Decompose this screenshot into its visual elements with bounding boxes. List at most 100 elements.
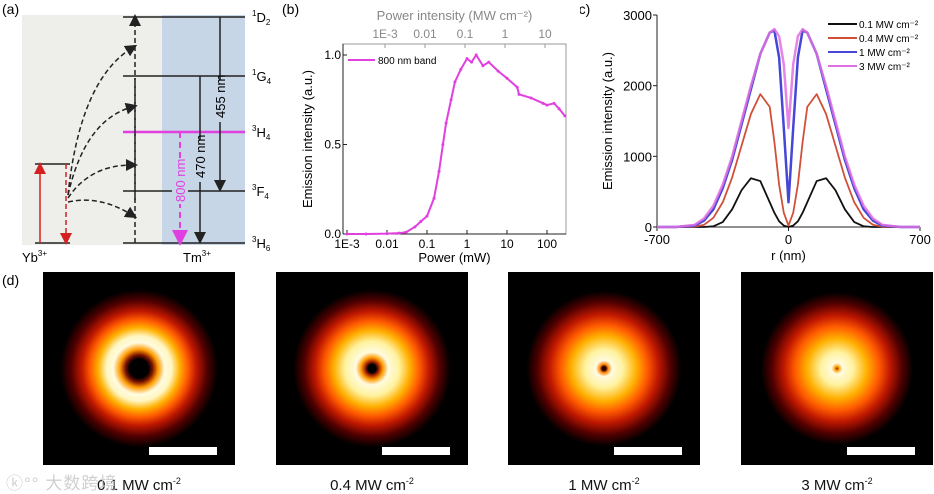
x-axis-label: r (nm) bbox=[771, 248, 806, 263]
level-sub: 4 bbox=[267, 77, 272, 86]
level-sup: 3 bbox=[252, 235, 257, 244]
data-point bbox=[470, 60, 474, 64]
level-label: 3H4 bbox=[252, 124, 271, 142]
panel-label-a: (a) bbox=[2, 1, 19, 17]
data-point bbox=[557, 107, 561, 111]
y-tick-label: 1.0 bbox=[324, 48, 341, 62]
power-dependence-chart: (b) 1E-3 0.01 0.1 1 10 100 1E-3 0.01 0.1 1 10 0.0 0.5… bbox=[282, 1, 567, 265]
legend-label: 3 MW cm⁻² bbox=[859, 62, 910, 73]
y-tick-label: 0.5 bbox=[324, 138, 341, 152]
ion-label-tm: Tm3+ bbox=[183, 249, 211, 265]
scale-bar bbox=[847, 447, 915, 455]
sted-image-0.1 bbox=[43, 272, 235, 465]
series-line-800nm bbox=[347, 53, 566, 235]
data-point bbox=[545, 103, 549, 107]
data-point bbox=[517, 92, 521, 96]
sted-image-3 bbox=[741, 272, 933, 465]
data-point bbox=[496, 69, 500, 73]
x2-tick-label: 1 bbox=[502, 27, 509, 41]
data-point bbox=[364, 232, 368, 236]
data-point bbox=[404, 230, 408, 234]
level-sub: 4 bbox=[266, 133, 271, 142]
data-point bbox=[345, 232, 349, 236]
scale-bar bbox=[614, 447, 682, 455]
legend-label: 1 MW cm⁻² bbox=[859, 48, 910, 59]
level-label: 1D2 bbox=[252, 9, 271, 27]
tm-background bbox=[162, 15, 245, 245]
y-tick-label: 1000 bbox=[623, 149, 652, 164]
legend-label: 0.1 MW cm⁻² bbox=[859, 20, 919, 31]
level-main: F bbox=[256, 184, 264, 199]
panel-label-c: (c) bbox=[580, 1, 590, 17]
data-point bbox=[481, 64, 485, 68]
plot-frame bbox=[342, 43, 567, 235]
y-tick-label: 2000 bbox=[623, 79, 652, 94]
ion-label-yb: Yb3+ bbox=[22, 249, 47, 265]
data-point bbox=[541, 101, 545, 105]
level-sub: 2 bbox=[266, 18, 271, 27]
level-sup: 1 bbox=[252, 68, 257, 77]
legend-label: 800 nm band bbox=[378, 56, 436, 67]
series-line-1 bbox=[657, 93, 920, 228]
label-455nm: 455 nm bbox=[213, 75, 228, 118]
data-point bbox=[397, 231, 401, 235]
level-sup: 3 bbox=[252, 183, 257, 192]
level-sub: 4 bbox=[264, 192, 269, 201]
level-main: D bbox=[256, 10, 265, 25]
data-point bbox=[505, 76, 509, 80]
energy-transfer-arrows bbox=[67, 14, 141, 243]
data-point bbox=[385, 232, 389, 236]
data-point bbox=[449, 98, 453, 102]
data-point bbox=[425, 214, 429, 218]
series-line-2 bbox=[657, 29, 920, 229]
image-caption-1: 1 MW cm-2 bbox=[568, 476, 640, 494]
level-main: H bbox=[256, 125, 265, 140]
x2-tick-label: 0.1 bbox=[457, 27, 474, 41]
data-point bbox=[453, 80, 457, 84]
x2-tick-label: 0.01 bbox=[413, 27, 437, 41]
series-line-3 bbox=[657, 27, 920, 229]
y-axis-label: Emission intensity (a.u.) bbox=[300, 70, 315, 208]
data-point bbox=[459, 67, 463, 71]
x-tick-label: 0 bbox=[785, 232, 792, 247]
scale-bar bbox=[149, 447, 217, 455]
y-axis-label: Emission intensity (a.u.) bbox=[600, 52, 615, 190]
series-line-0 bbox=[657, 177, 920, 228]
legend-label: 0.4 MW cm⁻² bbox=[859, 34, 919, 45]
level-label: 3F4 bbox=[252, 183, 269, 201]
energy-level-diagram: (a) 455 nm 470 nm 800 nm 1D21G43H43F43H6… bbox=[2, 1, 272, 265]
x-tick-label: -700 bbox=[644, 232, 670, 247]
y-tick-label: 0 bbox=[645, 220, 652, 235]
x-tick-label: 100 bbox=[537, 237, 557, 251]
x-tick-label: 10 bbox=[500, 237, 514, 251]
data-point bbox=[474, 53, 478, 57]
x2-tick-label: 1E-3 bbox=[372, 27, 398, 41]
data-point bbox=[444, 121, 448, 125]
data-point bbox=[529, 96, 533, 100]
label-800nm: 800 nm bbox=[173, 159, 188, 202]
level-sub: 6 bbox=[266, 244, 271, 253]
image-caption-3: 3 MW cm-2 bbox=[801, 476, 873, 494]
data-point bbox=[515, 85, 519, 89]
y-tick-label: 3000 bbox=[623, 8, 652, 23]
data-point bbox=[413, 225, 417, 229]
yb-background bbox=[22, 15, 162, 245]
data-point bbox=[432, 196, 436, 200]
y-tick-label: 0.0 bbox=[324, 227, 341, 241]
watermark: ⓚ°° 大数跨境 bbox=[6, 474, 118, 493]
label-470nm: 470 nm bbox=[193, 135, 208, 178]
sted-image-1 bbox=[508, 272, 700, 465]
x-tick-label: 700 bbox=[909, 232, 931, 247]
level-label: 3H6 bbox=[252, 235, 271, 253]
panel-label-b: (b) bbox=[282, 1, 299, 17]
x-tick-label: 1 bbox=[464, 237, 471, 251]
data-point bbox=[437, 169, 441, 173]
level-label: 1G4 bbox=[252, 68, 272, 86]
data-point bbox=[465, 57, 469, 61]
data-point bbox=[419, 219, 423, 223]
level-main: G bbox=[256, 69, 266, 84]
level-main: H bbox=[256, 236, 265, 251]
sted-image-0.4 bbox=[276, 272, 468, 465]
level-sup: 1 bbox=[252, 9, 257, 18]
